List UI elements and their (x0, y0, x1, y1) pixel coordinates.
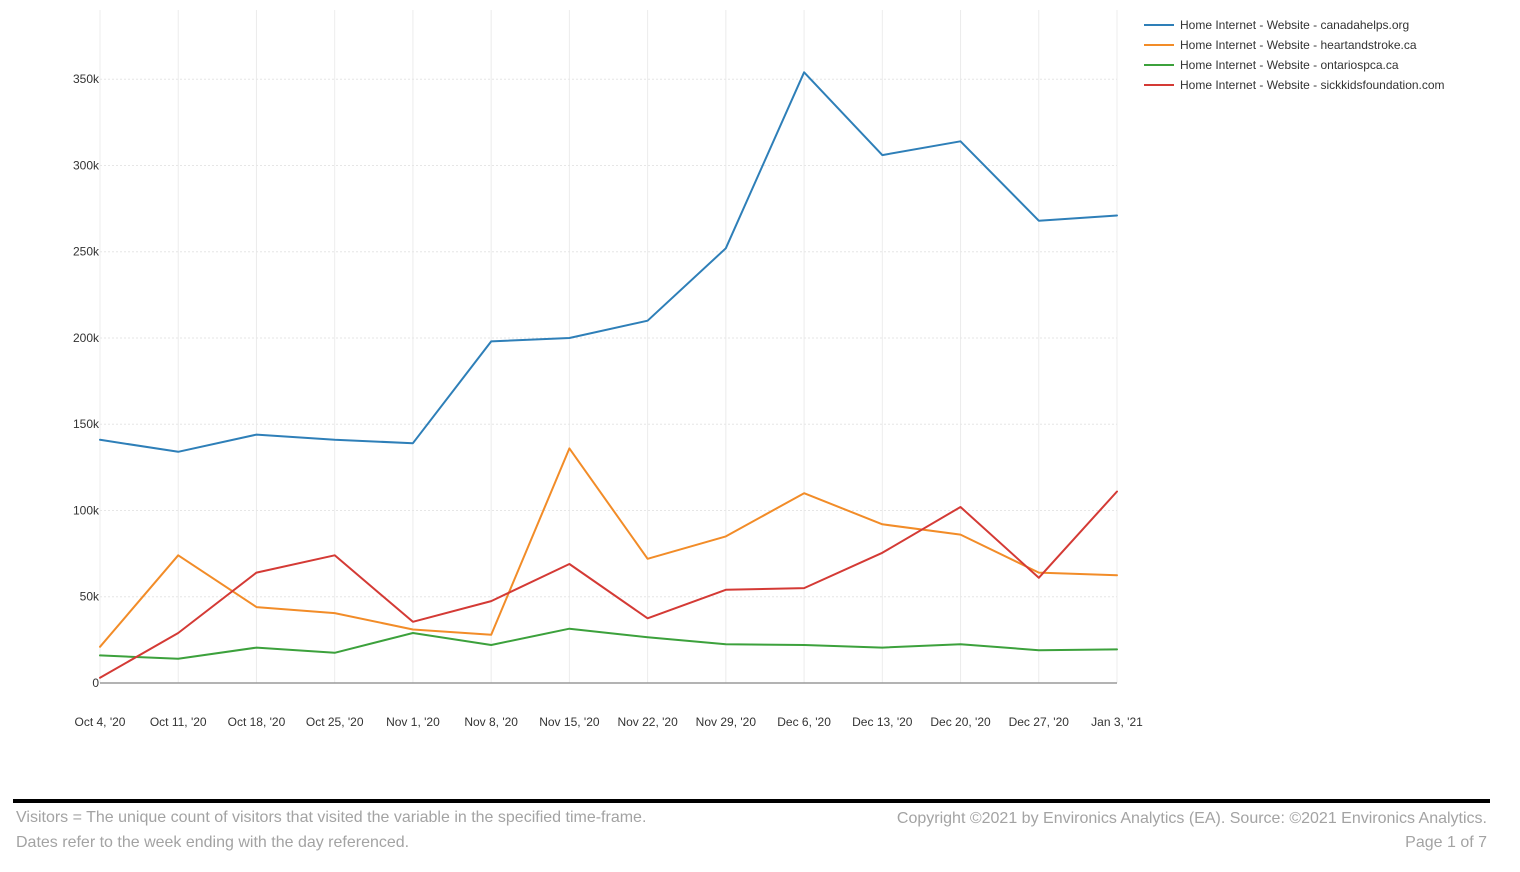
footer-definition: Visitors = The unique count of visitors … (16, 809, 647, 826)
x-tick-label: Nov 15, '20 (539, 715, 600, 729)
gridlines (99, 10, 1118, 683)
legend[interactable]: Home Internet - Website - canadahelps.or… (1144, 18, 1445, 92)
x-tick-label: Nov 22, '20 (617, 715, 678, 729)
x-tick-label: Nov 29, '20 (696, 715, 757, 729)
y-tick-label: 150k (73, 417, 100, 431)
axes: 0 50k 100k 150k 200k 250k 300k 350k Oct 4, '20 Oc… (73, 72, 1143, 729)
y-tick-label: 200k (73, 331, 100, 345)
legend-item-4[interactable]: Home Internet - Website - sickkidsfounda… (1144, 78, 1445, 92)
y-tick-label: 250k (73, 245, 100, 259)
series-line-2 (99, 447, 1118, 648)
x-tick-label: Oct 4, '20 (75, 715, 126, 729)
x-tick-label: Dec 13, '20 (852, 715, 913, 729)
y-tick-label: 350k (73, 72, 100, 86)
footer-copyright: Copyright ©2021 by Environics Analytics … (896, 810, 1487, 827)
legend-item-2[interactable]: Home Internet - Website - heartandstroke… (1144, 38, 1417, 52)
x-tick-label: Oct 25, '20 (306, 715, 364, 729)
x-tick-label: Jan 3, '21 (1091, 715, 1143, 729)
line-chart: 0 50k 100k 150k 200k 250k 300k 350k Oct 4, '20 Oc… (73, 10, 1445, 729)
series-line-1 (99, 71, 1118, 453)
y-tick-label: 100k (73, 503, 100, 517)
x-tick-label: Oct 11, '20 (150, 715, 207, 729)
y-tick-label: 0 (92, 676, 99, 690)
x-tick-label: Oct 18, '20 (228, 715, 286, 729)
legend-label: Home Internet - Website - canadahelps.or… (1180, 18, 1409, 32)
footer-dates-note: Dates refer to the week ending with the … (16, 834, 410, 851)
footer-divider (13, 799, 1490, 803)
series-line-3 (99, 627, 1118, 660)
y-tick-label: 300k (73, 158, 100, 172)
legend-label: Home Internet - Website - heartandstroke… (1180, 38, 1417, 52)
series-line-4 (99, 490, 1118, 679)
legend-item-1[interactable]: Home Internet - Website - canadahelps.or… (1144, 18, 1409, 32)
x-tick-label: Dec 6, '20 (777, 715, 831, 729)
footer-page-number: Page 1 of 7 (1405, 834, 1487, 851)
x-tick-label: Nov 1, '20 (386, 715, 440, 729)
x-tick-label: Nov 8, '20 (464, 715, 518, 729)
legend-item-3[interactable]: Home Internet - Website - ontariospca.ca (1144, 58, 1399, 72)
series-lines (99, 71, 1118, 679)
legend-label: Home Internet - Website - ontariospca.ca (1180, 58, 1399, 72)
x-tick-label: Dec 27, '20 (1009, 715, 1070, 729)
legend-label: Home Internet - Website - sickkidsfounda… (1180, 78, 1445, 92)
x-tick-label: Dec 20, '20 (930, 715, 991, 729)
y-tick-label: 50k (80, 590, 100, 604)
